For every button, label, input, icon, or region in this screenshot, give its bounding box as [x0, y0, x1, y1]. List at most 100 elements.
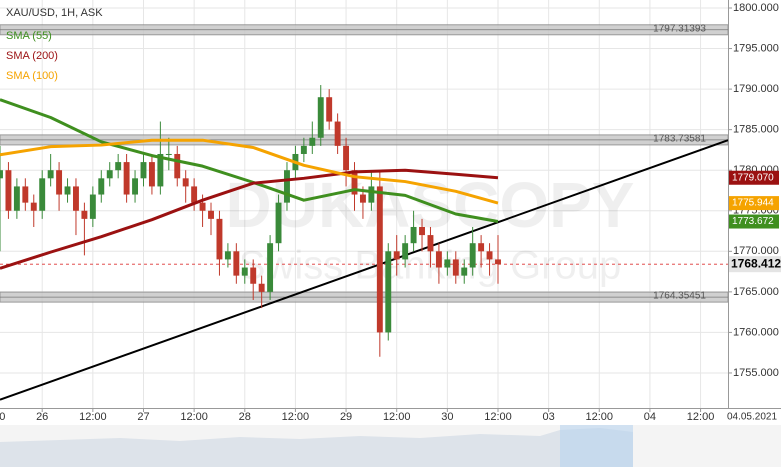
- candle-body: [115, 162, 122, 171]
- candle-body: [123, 162, 130, 195]
- level-label: 1783.73581: [653, 134, 706, 145]
- y-tick-label: 1785.000: [733, 124, 779, 136]
- x-tick-label: 03: [543, 411, 555, 423]
- candle-body: [174, 153, 181, 179]
- candle-body: [444, 259, 451, 268]
- candle-body: [199, 202, 206, 211]
- candle-body: [106, 170, 113, 179]
- candle-body: [148, 162, 155, 187]
- candle-body: [132, 178, 139, 195]
- candle-body: [216, 218, 223, 260]
- candle-body: [56, 170, 63, 195]
- candle-body: [73, 186, 79, 211]
- candle-body: [81, 210, 88, 219]
- legend-entry: SMA (200): [6, 50, 58, 62]
- candle-body: [452, 259, 459, 276]
- candle-body: [30, 202, 37, 211]
- candle-body: [427, 235, 434, 252]
- x-tick-label: 30: [441, 411, 453, 423]
- candle-body: [98, 178, 105, 195]
- x-tick-label: 12:00: [383, 411, 411, 423]
- candle-body: [39, 178, 46, 211]
- candle-body: [317, 97, 324, 138]
- price-tag-label: 1768.412: [731, 256, 781, 270]
- price-tag-label: 1775.944: [732, 198, 774, 209]
- candle-body: [208, 210, 214, 219]
- x-tick-label: 12:00: [484, 411, 512, 423]
- date-label: 04.05.2021: [727, 412, 777, 423]
- x-tick-label: 27: [137, 411, 149, 423]
- candle-body: [0, 170, 3, 179]
- trendline: [0, 139, 729, 401]
- candle-body: [309, 137, 316, 146]
- y-tick-label: 1790.000: [733, 83, 779, 95]
- candle-body: [5, 170, 12, 211]
- x-tick-label: 29: [340, 411, 352, 423]
- y-tick-label: 1755.000: [733, 367, 779, 379]
- candle-body: [469, 243, 476, 268]
- price-tag-label: 1773.672: [732, 216, 774, 227]
- chart-title: XAU/USD, 1H, ASK: [6, 7, 103, 19]
- candle-body: [250, 267, 257, 284]
- navigator-area: [0, 428, 633, 467]
- candle-body: [376, 186, 383, 333]
- candle-body: [267, 243, 274, 292]
- candle-body: [22, 186, 29, 203]
- sma-line: [0, 138, 499, 205]
- candle-body: [64, 186, 71, 195]
- candle-body: [241, 267, 248, 276]
- x-tick-label: 12:00: [180, 411, 208, 423]
- candle-body: [343, 145, 350, 171]
- candle-body: [359, 194, 366, 203]
- x-tick-label: 12:00: [586, 411, 614, 423]
- candle-body: [478, 243, 485, 252]
- candle-body: [410, 226, 417, 244]
- candle-body: [385, 251, 392, 333]
- y-tick-label: 1800.000: [733, 2, 779, 14]
- price-tag: [729, 214, 779, 229]
- navigator-window[interactable]: [560, 425, 633, 467]
- x-tick-label: 12:00: [79, 411, 107, 423]
- candle-body: [224, 251, 231, 260]
- candle-body: [326, 97, 333, 122]
- candle-body: [182, 178, 189, 187]
- x-tick-label: 12:00: [282, 411, 310, 423]
- x-tick-label: 26: [36, 411, 48, 423]
- level-label: 1797.31393: [653, 23, 706, 34]
- legend-entry: SMA (100): [6, 70, 58, 82]
- legend-entry: SMA (55): [6, 30, 52, 42]
- price-tag-label: 1779.070: [732, 172, 774, 183]
- x-tick-label: 28: [239, 411, 251, 423]
- x-tick-label: 12:00: [0, 411, 5, 423]
- price-tag: [729, 256, 781, 273]
- candle-body: [191, 186, 198, 203]
- candle-body: [89, 194, 96, 219]
- candle-body: [157, 153, 164, 187]
- y-tick-label: 1765.000: [733, 286, 779, 298]
- candle-body: [495, 259, 501, 265]
- candle-body: [402, 243, 409, 260]
- x-tick-label: 12:00: [687, 411, 715, 423]
- candle-body: [140, 162, 147, 179]
- candle-body: [233, 251, 240, 276]
- candle-body: [284, 170, 290, 203]
- candle-body: [13, 186, 20, 211]
- candle-body: [486, 251, 493, 260]
- price-tag: [729, 196, 779, 211]
- price-tag: [729, 170, 779, 185]
- candle-body: [368, 186, 375, 203]
- y-tick-label: 1760.000: [733, 326, 779, 338]
- candle-body: [334, 121, 341, 146]
- candle-body: [165, 153, 172, 155]
- candle-body: [419, 226, 425, 236]
- candle-body: [393, 251, 400, 260]
- candle-body: [435, 251, 442, 268]
- candle-body: [300, 145, 307, 154]
- candle-body: [461, 267, 468, 276]
- candle-body: [275, 202, 282, 244]
- candle-body: [351, 170, 358, 195]
- y-tick-label: 1770.000: [733, 245, 779, 257]
